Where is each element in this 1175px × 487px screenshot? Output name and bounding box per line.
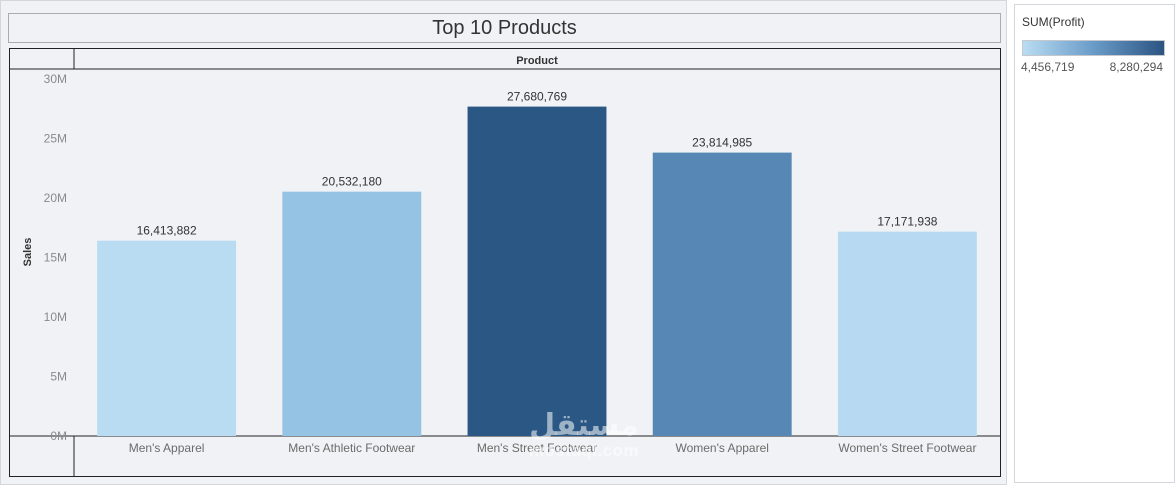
legend-title: SUM(Profit) [1022,15,1085,29]
x-tick-label-women-s-apparel: Women's Apparel [675,441,768,455]
legend-max-value: 8,280,294 [1109,60,1163,74]
bar-men-s-street-footwear[interactable] [467,106,607,436]
y-tick-label-5m: 5M [50,370,67,384]
x-tick-label-men-s-apparel: Men's Apparel [129,441,205,455]
y-tick-label-15m: 15M [44,251,67,265]
value-label-women-s-apparel: 23,814,985 [692,136,752,150]
x-tick-label-men-s-street-footwear: Men's Street Footwear [477,441,597,455]
y-axis-title: Sales [22,238,34,267]
bar-men-s-athletic-footwear[interactable] [282,191,422,436]
x-tick-label-women-s-street-footwear: Women's Street Footwear [838,441,976,455]
column-header-product: Product [516,55,558,67]
color-legend: SUM(Profit) 4,456,719 8,280,294 [1014,4,1175,483]
bar-men-s-apparel[interactable] [97,240,237,436]
y-tick-label-20m: 20M [44,191,67,205]
value-label-men-s-athletic-footwear: 20,532,180 [322,175,382,189]
value-label-men-s-apparel: 16,413,882 [137,224,197,238]
value-label-men-s-street-footwear: 27,680,769 [507,90,567,104]
y-tick-label-25m: 25M [44,132,67,146]
bar-women-s-apparel[interactable] [652,152,792,436]
value-label-women-s-street-footwear: 17,171,938 [877,215,937,229]
bar-women-s-street-footwear[interactable] [837,231,977,436]
bars-group [97,106,977,436]
x-axis-labels: Men's Apparel Men's Athletic Footwear Men'… [129,441,977,455]
legend-color-ramp [1022,40,1165,56]
x-tick-label-men-s-athletic-footwear: Men's Athletic Footwear [288,441,415,455]
chart-frame: Product Sales 0M 5M 10M 15M 20M 25M 30M 16,413… [9,48,1001,477]
y-tick-label-0m: 0M [50,429,67,443]
dashboard-panel: Top 10 Products Product Sales 0M 5M 10M 15M… [0,0,1007,485]
legend-min-value: 4,456,719 [1021,60,1075,74]
bar-chart: Product Sales 0M 5M 10M 15M 20M 25M 30M 16,413… [10,49,1000,476]
y-axis-ticks: 0M 5M 10M 15M 20M 25M 30M [44,72,67,443]
value-labels-group: 16,413,882 20,532,180 27,680,769 23,814,985… [137,90,938,238]
dashboard-title: Top 10 Products [8,13,1001,43]
y-tick-label-10m: 10M [44,310,67,324]
y-tick-label-30m: 30M [44,72,67,86]
